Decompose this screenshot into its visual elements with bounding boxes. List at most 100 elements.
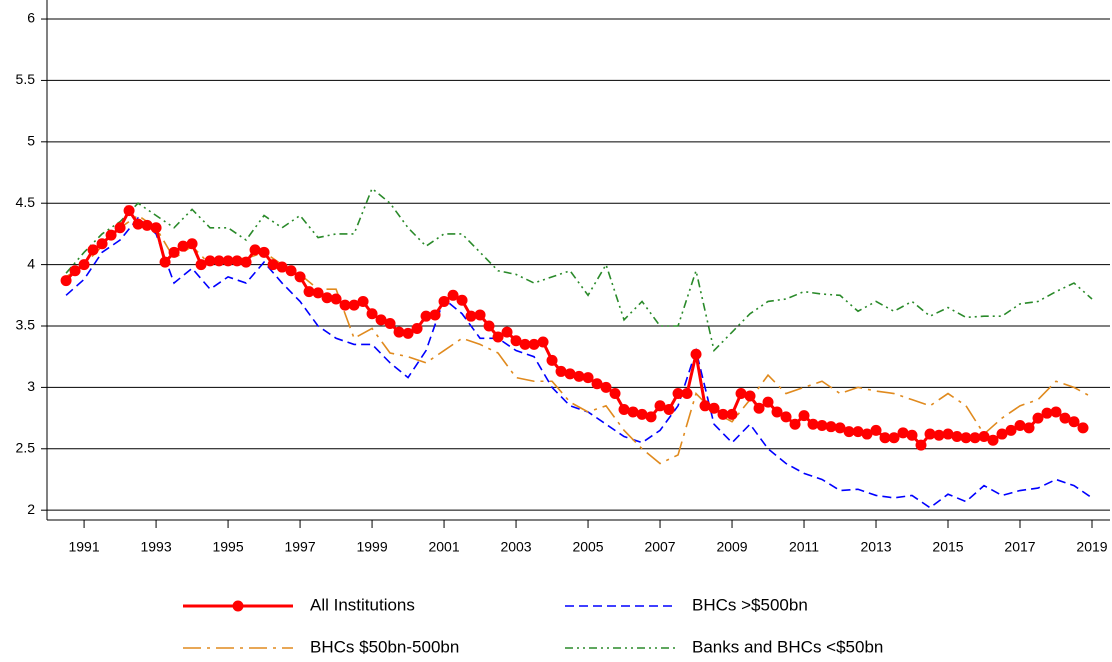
series-marker (447, 289, 459, 301)
series-line (65, 214, 1093, 465)
y-tick-label: 3 (27, 378, 35, 394)
series-marker (906, 429, 918, 441)
x-tick-label: 1995 (212, 539, 243, 555)
series-marker (1050, 406, 1062, 418)
x-tick-label: 1999 (356, 539, 387, 555)
series-marker (204, 255, 216, 267)
series-marker (699, 400, 711, 412)
series-marker (456, 294, 468, 306)
series-marker (78, 259, 90, 271)
series-marker (573, 370, 585, 382)
series-marker (771, 406, 783, 418)
series-marker (1041, 407, 1053, 419)
series-marker (861, 428, 873, 440)
series-marker (744, 390, 756, 402)
series-marker (888, 432, 900, 444)
series-marker (789, 418, 801, 430)
x-tick-label: 2009 (716, 539, 747, 555)
x-tick-label: 2013 (860, 539, 891, 555)
series-marker (618, 403, 630, 415)
series-marker (384, 318, 396, 330)
x-tick-label: 2019 (1076, 539, 1107, 555)
series-marker (582, 372, 594, 384)
series-marker (969, 432, 981, 444)
series-marker (312, 287, 324, 299)
series-marker (933, 429, 945, 441)
series-marker (852, 426, 864, 438)
series-marker (960, 432, 972, 444)
y-tick-label: 6 (27, 10, 35, 26)
series-marker (996, 428, 1008, 440)
series-marker (798, 410, 810, 422)
series-marker (483, 320, 495, 332)
series-marker (294, 271, 306, 283)
series-marker (87, 244, 99, 256)
series-marker (321, 292, 333, 304)
series-marker (150, 222, 162, 234)
series-marker (636, 408, 648, 420)
series-marker (879, 432, 891, 444)
series-marker (132, 218, 144, 230)
series-marker (438, 295, 450, 307)
series-marker (213, 255, 225, 267)
series-marker (717, 408, 729, 420)
series-marker (690, 348, 702, 360)
series-marker (519, 338, 531, 350)
series-marker (69, 265, 81, 277)
x-tick-label: 2003 (500, 539, 531, 555)
series-marker (258, 246, 270, 258)
series-marker (915, 439, 927, 451)
legend-label: All Institutions (310, 595, 415, 614)
series-marker (231, 255, 243, 267)
series-marker (843, 426, 855, 438)
series-marker (222, 255, 234, 267)
series-line (65, 216, 1093, 509)
series-marker (177, 240, 189, 252)
x-tick-label: 2005 (572, 539, 603, 555)
series-marker (708, 402, 720, 414)
series-line (64, 207, 1084, 448)
series-marker (105, 229, 117, 241)
series-marker (339, 299, 351, 311)
series-marker (627, 406, 639, 418)
series-marker (465, 310, 477, 322)
series-marker (726, 408, 738, 420)
series-marker (654, 400, 666, 412)
y-tick-label: 4 (27, 255, 35, 271)
series-marker (987, 434, 999, 446)
x-tick-label: 1997 (284, 539, 315, 555)
series-marker (96, 238, 108, 250)
series-marker (492, 331, 504, 343)
series-marker (510, 335, 522, 347)
series-marker (1032, 412, 1044, 424)
series-marker (753, 402, 765, 414)
series-marker (348, 299, 360, 311)
series-marker (942, 428, 954, 440)
series-marker (402, 327, 414, 339)
series-marker (366, 308, 378, 320)
x-tick-label: 2001 (428, 539, 459, 555)
series-marker (537, 336, 549, 348)
series-marker (735, 388, 747, 400)
series-marker (60, 275, 72, 287)
series-marker (681, 388, 693, 400)
series-marker (1077, 422, 1089, 434)
x-tick-label: 2015 (932, 539, 963, 555)
series-marker (555, 365, 567, 377)
series-marker (501, 326, 513, 338)
series-marker (663, 403, 675, 415)
series-marker (240, 256, 252, 268)
series-marker (834, 422, 846, 434)
series-marker (159, 256, 171, 268)
series-marker (897, 427, 909, 439)
series-marker (807, 418, 819, 430)
y-tick-label: 2 (27, 501, 35, 517)
y-tick-label: 2.5 (16, 439, 36, 455)
x-tick-label: 2007 (644, 539, 675, 555)
series-marker (195, 259, 207, 271)
series-marker (528, 338, 540, 350)
series-marker (411, 322, 423, 334)
series-marker (285, 265, 297, 277)
legend-label: BHCs $50bn-500bn (310, 637, 459, 656)
